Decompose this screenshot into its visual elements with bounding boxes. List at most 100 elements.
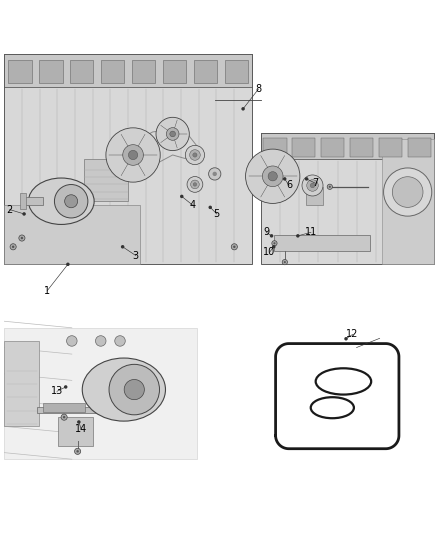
Bar bbox=[306, 187, 323, 205]
Circle shape bbox=[344, 337, 348, 341]
Text: 11: 11 bbox=[305, 228, 317, 237]
Circle shape bbox=[124, 379, 145, 400]
Circle shape bbox=[106, 128, 160, 182]
Circle shape bbox=[66, 263, 70, 266]
Bar bbox=[225, 60, 248, 84]
Bar bbox=[20, 193, 26, 209]
Circle shape bbox=[54, 184, 88, 218]
Circle shape bbox=[170, 131, 176, 137]
Circle shape bbox=[180, 195, 184, 198]
Circle shape bbox=[310, 183, 315, 188]
Circle shape bbox=[19, 235, 25, 241]
Circle shape bbox=[22, 212, 26, 216]
Circle shape bbox=[273, 242, 276, 244]
Circle shape bbox=[262, 166, 283, 187]
Circle shape bbox=[166, 127, 179, 140]
Text: 7: 7 bbox=[312, 178, 318, 188]
Bar bbox=[292, 138, 315, 157]
Ellipse shape bbox=[82, 358, 166, 421]
Circle shape bbox=[329, 185, 331, 188]
Circle shape bbox=[187, 176, 203, 192]
Circle shape bbox=[193, 183, 197, 186]
Circle shape bbox=[12, 246, 14, 248]
Text: 6: 6 bbox=[286, 181, 292, 190]
Circle shape bbox=[212, 172, 217, 176]
Bar bbox=[261, 133, 434, 264]
Bar bbox=[275, 236, 370, 251]
Bar bbox=[4, 54, 252, 87]
Circle shape bbox=[270, 234, 273, 238]
Circle shape bbox=[95, 336, 106, 346]
Circle shape bbox=[233, 246, 236, 248]
Circle shape bbox=[231, 244, 237, 250]
Circle shape bbox=[109, 365, 159, 415]
Bar bbox=[163, 60, 186, 84]
Circle shape bbox=[307, 180, 318, 191]
Circle shape bbox=[121, 245, 124, 248]
Bar bbox=[264, 138, 286, 157]
Circle shape bbox=[65, 195, 78, 208]
Circle shape bbox=[191, 180, 199, 189]
Circle shape bbox=[67, 336, 77, 346]
Circle shape bbox=[327, 184, 332, 189]
Ellipse shape bbox=[28, 178, 94, 224]
Bar bbox=[58, 417, 93, 446]
Circle shape bbox=[63, 416, 65, 418]
Text: 5: 5 bbox=[214, 209, 220, 219]
Text: 4: 4 bbox=[190, 200, 196, 210]
Circle shape bbox=[272, 245, 276, 248]
Circle shape bbox=[77, 420, 81, 424]
Circle shape bbox=[156, 117, 189, 151]
Bar bbox=[25, 197, 43, 205]
Circle shape bbox=[193, 153, 197, 157]
Text: 3: 3 bbox=[133, 251, 139, 261]
Bar bbox=[132, 60, 155, 84]
Text: 14: 14 bbox=[75, 424, 87, 433]
Polygon shape bbox=[37, 407, 101, 413]
Circle shape bbox=[128, 150, 138, 159]
Circle shape bbox=[185, 146, 205, 165]
Circle shape bbox=[268, 172, 277, 181]
Bar bbox=[194, 60, 217, 84]
Circle shape bbox=[241, 107, 245, 110]
Text: 8: 8 bbox=[255, 84, 261, 94]
Text: 12: 12 bbox=[346, 329, 359, 340]
Bar bbox=[8, 60, 32, 84]
Bar bbox=[4, 341, 39, 426]
Bar bbox=[84, 159, 128, 201]
Circle shape bbox=[64, 385, 67, 389]
Circle shape bbox=[115, 336, 125, 346]
Bar bbox=[321, 138, 344, 157]
Text: 2: 2 bbox=[7, 205, 13, 215]
Bar bbox=[4, 54, 252, 264]
Circle shape bbox=[305, 177, 308, 181]
Bar bbox=[381, 140, 434, 264]
Circle shape bbox=[208, 168, 221, 180]
Bar bbox=[39, 60, 63, 84]
Circle shape bbox=[384, 168, 432, 216]
Bar bbox=[101, 60, 124, 84]
Text: 13: 13 bbox=[51, 386, 63, 397]
Circle shape bbox=[123, 144, 143, 165]
Bar bbox=[4, 205, 141, 264]
Circle shape bbox=[61, 414, 67, 420]
Circle shape bbox=[392, 177, 423, 207]
Text: 10: 10 bbox=[263, 247, 276, 257]
Circle shape bbox=[283, 177, 286, 181]
Bar bbox=[4, 328, 197, 459]
Circle shape bbox=[10, 244, 16, 250]
Text: 1: 1 bbox=[44, 286, 50, 296]
Circle shape bbox=[272, 241, 277, 246]
Text: 9: 9 bbox=[263, 228, 269, 237]
Bar bbox=[43, 403, 85, 412]
Circle shape bbox=[282, 260, 287, 265]
Bar bbox=[70, 60, 93, 84]
Circle shape bbox=[21, 237, 23, 239]
Circle shape bbox=[246, 149, 300, 204]
Bar bbox=[379, 138, 402, 157]
Bar bbox=[261, 133, 434, 159]
Bar bbox=[408, 138, 431, 157]
Circle shape bbox=[296, 234, 300, 238]
Circle shape bbox=[190, 150, 200, 160]
Circle shape bbox=[284, 261, 286, 263]
